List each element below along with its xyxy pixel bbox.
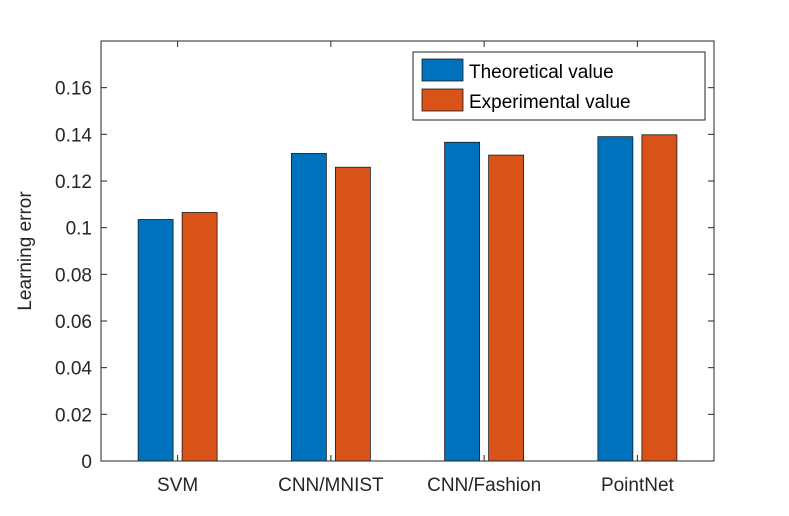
x-tick-label: CNN/Fashion (427, 475, 541, 496)
bars-group (137, 134, 678, 462)
y-tick-label: 0.08 (55, 265, 92, 286)
y-tick-label: 0.14 (55, 125, 92, 146)
x-tick-label: CNN/MNIST (278, 475, 384, 496)
bar-theoretical-value-cnn-mnist (290, 153, 327, 462)
x-tick-label: PointNet (601, 475, 675, 496)
y-tick-label: 0.12 (55, 172, 92, 193)
bar-theoretical-value-cnn-fashion (444, 141, 481, 462)
y-ticks-group: 0 0.02 0.04 0.06 0.08 0.1 0.12 0.14 0.16 (55, 79, 714, 473)
y-tick-label: 0 (81, 452, 92, 473)
x-tick-label: SVM (157, 475, 198, 496)
legend-label: Experimental value (469, 92, 631, 113)
bar-experimental-value-pointnet (641, 134, 678, 462)
legend-label: Theoretical value (469, 62, 614, 83)
bar-experimental-value-cnn-fashion (488, 154, 525, 462)
legend-swatch (421, 88, 464, 112)
legend: Theoretical value Experimental value (412, 51, 706, 121)
y-tick-label: 0.02 (55, 405, 92, 426)
x-ticks-group: SVM CNN/MNIST CNN/Fashion PointNet (157, 41, 675, 496)
bar-theoretical-value-svm (137, 219, 174, 462)
bar-experimental-value-svm (181, 212, 218, 462)
y-tick-label: 0.04 (55, 359, 92, 380)
y-tick-label: 0.1 (66, 219, 92, 240)
bar-theoretical-value-pointnet (597, 136, 634, 462)
y-tick-label: 0.06 (55, 312, 92, 333)
y-axis-title: Learning error (15, 191, 36, 311)
legend-swatch (421, 58, 464, 82)
plot-frame (100, 40, 715, 462)
bar-experimental-value-cnn-mnist (334, 166, 371, 462)
y-tick-label: 0.16 (55, 79, 92, 100)
